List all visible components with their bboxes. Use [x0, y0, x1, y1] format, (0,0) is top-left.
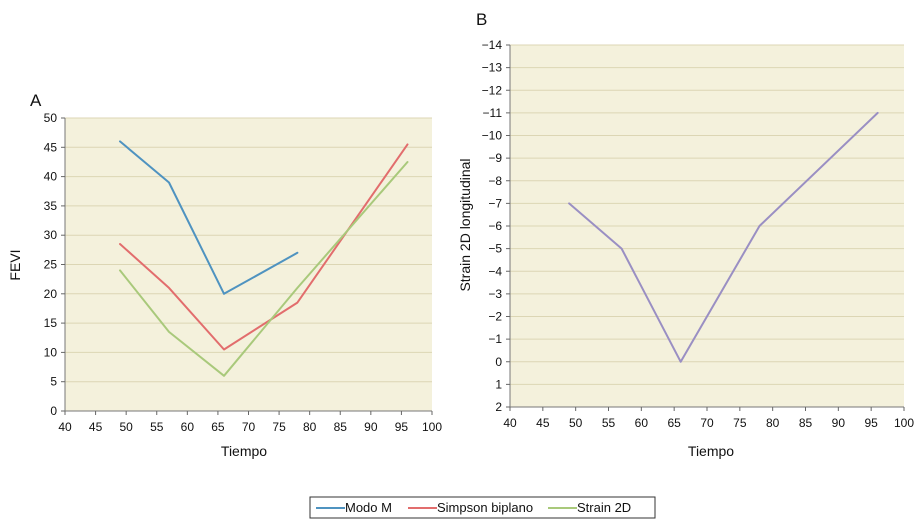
panel-b-x-tick-label: 50 — [569, 416, 583, 430]
panel-a-line-modo-m — [119, 140, 299, 295]
panel-b-label: B — [476, 10, 487, 29]
chart-panel-b: B 40 45 50 55 60 65 70 75 80 85 90 95 100 −14−13−12−… — [457, 10, 914, 459]
panel-b-y-tick-label: 1 — [495, 377, 502, 391]
panel-a-y-tick-label: 40 — [44, 170, 58, 184]
panel-b-y-tick-label: −14 — [482, 38, 503, 52]
panel-a-y-tick-label: 50 — [44, 111, 58, 125]
legend-label-strain-2d: Strain 2D — [577, 500, 631, 515]
panel-a-y-tick-label: 25 — [44, 258, 58, 272]
panel-b-x-ticks: 40 45 50 55 60 65 70 75 80 85 90 95 100 — [503, 407, 914, 430]
panel-a-x-tick-label: 60 — [181, 420, 195, 434]
panel-a-x-ticks: 40 45 50 55 60 65 70 75 80 85 90 95 100 — [58, 411, 442, 434]
panel-a-x-tick-label: 65 — [211, 420, 225, 434]
panel-b-y-tick-label: −11 — [483, 106, 503, 120]
panel-a-series — [119, 140, 409, 377]
panel-b-y-tick-label: −3 — [488, 287, 502, 301]
panel-b-x-tick-label: 65 — [667, 416, 681, 430]
panel-a-x-tick-label: 100 — [422, 420, 442, 434]
panel-a-y-tick-label: 45 — [44, 140, 58, 154]
panel-a-x-tick-label: 55 — [150, 420, 164, 434]
panel-b-x-tick-label: 100 — [894, 416, 914, 430]
panel-b-y-tick-label: −1 — [488, 332, 502, 346]
panel-a-x-tick-label: 70 — [242, 420, 256, 434]
panel-b-series — [568, 111, 879, 363]
panel-a-y-tick-label: 5 — [50, 375, 57, 389]
panel-a-line-strain-2d — [119, 161, 409, 377]
panel-b-x-tick-label: 40 — [503, 416, 517, 430]
panel-b-y-tick-label: −2 — [488, 310, 502, 324]
panel-b-x-tick-label: 80 — [766, 416, 780, 430]
panel-a-x-tick-label: 40 — [58, 420, 72, 434]
chart-panel-a: A 40 45 50 55 60 65 70 75 80 85 90 95 100 0 5 10 15 20 25… — [7, 91, 442, 459]
legend-box — [309, 496, 656, 519]
panel-b-x-tick-label: 45 — [536, 416, 550, 430]
panel-b-x-tick-label: 70 — [700, 416, 714, 430]
panel-a-y-tick-label: 10 — [44, 345, 58, 359]
legend: Modo M Simpson biplano Strain 2D — [309, 496, 656, 519]
panel-b-y-tick-label: −7 — [488, 196, 502, 210]
panel-b-y-tick-label: −12 — [482, 83, 503, 97]
panel-b-x-axis-title: Tiempo — [688, 443, 734, 459]
panel-b-line-series-1 — [568, 111, 879, 363]
panel-b-x-tick-label: 60 — [635, 416, 649, 430]
panel-b-y-tick-label: −4 — [488, 264, 502, 278]
panel-a-x-axis-title: Tiempo — [221, 443, 267, 459]
panel-b-x-tick-label: 85 — [799, 416, 813, 430]
panel-a-y-tick-label: 15 — [44, 316, 58, 330]
panel-b-x-tick-label: 90 — [832, 416, 846, 430]
panel-b-y-axis-title: Strain 2D longitudinal — [457, 158, 473, 291]
legend-item-modo-m: Modo M — [316, 500, 392, 515]
legend-label-simpson-biplano: Simpson biplano — [437, 500, 533, 515]
panel-a-x-tick-label: 75 — [272, 420, 286, 434]
panel-a-x-tick-label: 50 — [119, 420, 133, 434]
panel-b-y-tick-label: −6 — [488, 219, 502, 233]
legend-item-strain-2d: Strain 2D — [548, 500, 631, 515]
panel-a-y-tick-label: 30 — [44, 228, 58, 242]
panel-a-x-tick-label: 80 — [303, 420, 317, 434]
panel-b-gridlines — [510, 44, 904, 408]
panel-b-y-tick-label: 0 — [495, 355, 502, 369]
legend-label-modo-m: Modo M — [345, 500, 392, 515]
panel-b-y-tick-label: −9 — [488, 151, 502, 165]
panel-b-y-tick-label: 2 — [495, 400, 502, 414]
panel-a-gridlines — [65, 117, 432, 412]
panel-a-x-tick-label: 95 — [395, 420, 409, 434]
legend-item-simpson-biplano: Simpson biplano — [408, 500, 533, 515]
panel-a-line-simpson-biplano — [119, 143, 409, 351]
panel-b-y-tick-label: −13 — [482, 61, 503, 75]
panel-a-y-tick-label: 20 — [44, 287, 58, 301]
panel-a-x-tick-label: 90 — [364, 420, 378, 434]
panel-a-x-tick-label: 85 — [334, 420, 348, 434]
panel-b-x-tick-label: 55 — [602, 416, 616, 430]
panel-b-x-tick-label: 95 — [864, 416, 878, 430]
panel-a-x-tick-label: 45 — [89, 420, 103, 434]
panel-b-x-tick-label: 75 — [733, 416, 747, 430]
panel-a-y-axis-title: FEVI — [7, 249, 23, 280]
panel-b-y-tick-label: −5 — [488, 242, 502, 256]
panel-a-y-tick-label: 35 — [44, 199, 58, 213]
panel-a-y-tick-label: 0 — [50, 404, 57, 418]
panel-b-y-tick-label: −8 — [488, 174, 502, 188]
panel-b-y-tick-label: −10 — [482, 129, 503, 143]
panel-a-y-ticks: 0 5 10 15 20 25 30 35 40 45 50 — [44, 111, 65, 418]
panel-a-label: A — [30, 91, 42, 110]
